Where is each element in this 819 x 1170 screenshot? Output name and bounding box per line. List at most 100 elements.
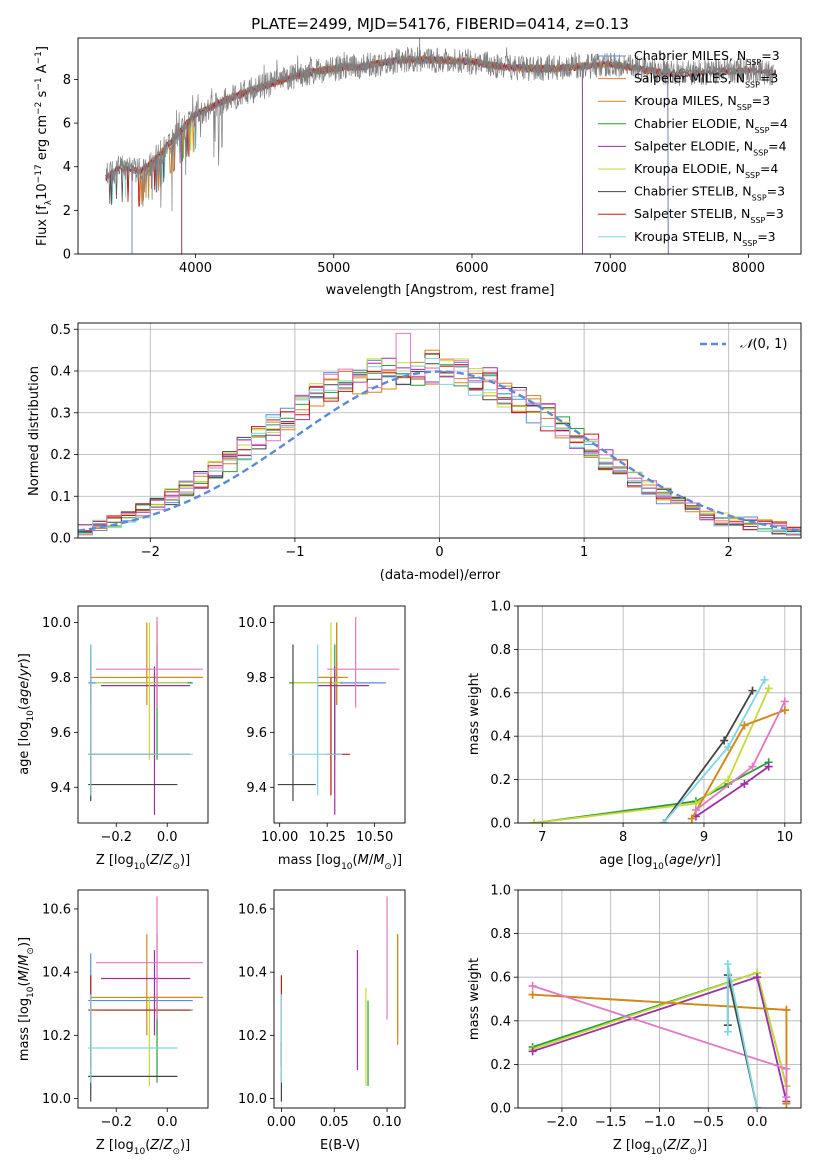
axis-label-part: )]	[392, 853, 402, 868]
x-tick-label: 0.0	[157, 1115, 178, 1130]
x-tick-label: 10.50	[356, 830, 393, 845]
axis-label-part: 10	[35, 183, 50, 200]
legend-label: Chabrier ELODIE, NSSP=4	[634, 116, 788, 135]
plot-area	[530, 675, 789, 823]
axis-label-part: 10	[651, 1147, 663, 1157]
ebv-mass-panel: 0.00 0.05 0.10 10.0 10.2 10.4 10.6	[238, 889, 406, 1130]
model-spectrum-chabrier-miles	[131, 55, 669, 254]
axis-label-part: /	[159, 853, 164, 868]
y-axis-label: mass weight	[467, 673, 482, 755]
y-tick-label: 8	[63, 73, 71, 88]
x-tick-label: −2.0	[546, 1115, 578, 1130]
y-tick-label: 10.2	[238, 1029, 267, 1044]
weight-line	[726, 963, 758, 1108]
legend-label-tail: =4	[760, 161, 778, 176]
axes-frame	[273, 889, 406, 1109]
weight-marker	[720, 736, 729, 745]
legend-label: Kroupa ELODIE, NSSP=4	[634, 161, 778, 180]
x-axis-label: wavelength [Angstrom, rest frame]	[326, 283, 555, 298]
y-tick-label: 0.6	[490, 971, 511, 986]
legend-label-text: Kroupa ELODIE, N	[634, 161, 745, 176]
weight-marker	[782, 1093, 791, 1102]
axis-label-part: yr	[697, 853, 713, 868]
legend-label-text: Salpeter ELODIE, N	[634, 138, 753, 153]
axis-label-part: /	[369, 853, 374, 868]
weight-marker	[760, 675, 769, 684]
axis-label-part: Z	[149, 1138, 160, 1153]
y-tick-label: 10.2	[42, 1029, 71, 1044]
axis-label-part: mass [log	[17, 998, 32, 1061]
legend-label-sub: SSP	[752, 193, 767, 202]
spectrum-panel: 4000 5000 6000 7000 8000 0 2 4 6 8	[63, 37, 802, 276]
axis-label-part: Flux [f	[35, 205, 50, 246]
legend-label-text: Chabrier MILES, N	[634, 48, 746, 63]
y-tick-label: 10.6	[238, 902, 267, 917]
axis-label-part: /	[693, 853, 698, 868]
axis-label-part: (	[17, 705, 32, 710]
axis-label-part: age	[669, 853, 693, 868]
axis-label-part: Z	[163, 853, 174, 868]
weight-marker	[723, 960, 732, 969]
axis-label-part: /	[17, 676, 32, 681]
y-tick-label: 0.4	[490, 1014, 511, 1029]
y-tick-label: 9.4	[50, 781, 71, 796]
axis-label-part: ⊙	[172, 1147, 180, 1157]
legend-label: Kroupa STELIB, NSSP=3	[634, 229, 776, 248]
legend-label-sub: SSP	[750, 216, 765, 225]
y-tick-label: 10.4	[238, 966, 267, 981]
axis-label: Z [log10(Z/Z⊙)]	[96, 853, 190, 872]
axis-label-part: λ	[44, 199, 54, 205]
plot-area	[105, 38, 777, 254]
z-mass-panel: −0.2 0.0 10.0 10.2 10.4 10.6	[42, 889, 209, 1130]
x-tick-label: 7	[538, 830, 546, 845]
axes-frame	[273, 605, 406, 824]
plot-area	[280, 896, 399, 1102]
weight-marker	[528, 981, 537, 990]
model-spectrum-chabrier-elodie	[181, 54, 583, 254]
legend-label-text: Chabrier ELODIE, N	[634, 116, 754, 131]
legend-label: Chabrier STELIB, NSSP=3	[634, 184, 785, 203]
axis-label-part: )]	[17, 653, 32, 663]
legend-label-text: Salpeter MILES, N	[634, 71, 745, 86]
axis-label-part: Z [log	[96, 1138, 134, 1153]
legend-label: 𝒩(0, 1)	[740, 337, 787, 352]
y-axis-label: mass weight	[467, 958, 482, 1040]
weight-marker	[780, 706, 789, 715]
axis-label-part: yr	[17, 662, 32, 678]
axis-label-part: M	[17, 955, 32, 966]
x-tick-label: 10	[777, 830, 794, 845]
y-tick-label: 0.1	[50, 490, 71, 505]
plot-area	[88, 616, 203, 815]
axis-label-part: age [log	[599, 853, 652, 868]
axis-label-part: 10	[341, 862, 353, 872]
y-tick-label: 10.0	[238, 616, 267, 631]
model-spectrum-kroupa-miles	[131, 55, 669, 254]
axis-label-part: Z	[666, 1138, 677, 1153]
y-tick-label: 2	[63, 204, 71, 219]
x-tick-label: −0.5	[693, 1115, 725, 1130]
axis-label-part: −1	[34, 77, 44, 90]
axis-label-part: (	[664, 853, 669, 868]
weight-marker	[782, 1005, 791, 1014]
axis-label-part: (	[145, 1138, 150, 1153]
axis-label-part: M	[17, 970, 32, 981]
y-tick-label: 0.5	[50, 323, 71, 338]
x-tick-label: 5000	[317, 261, 350, 276]
x-tick-label: −2	[141, 545, 160, 560]
legend-label-text: Kroupa STELIB, N	[634, 229, 742, 244]
x-tick-label: 1	[580, 545, 588, 560]
model-spectrum-kroupa-elodie	[181, 54, 583, 254]
axis-label-part: (	[353, 853, 358, 868]
x-tick-label: 0.05	[320, 1115, 349, 1130]
y-tick-label: 0.8	[490, 643, 511, 658]
axis-label-part: Z	[680, 1138, 691, 1153]
weight-marker	[528, 990, 537, 999]
y-tick-label: 0.4	[50, 365, 71, 380]
y-tick-label: 0	[63, 248, 71, 263]
y-tick-label: 0.4	[490, 730, 511, 745]
x-tick-label: 7000	[594, 261, 627, 276]
y-tick-label: 0.8	[490, 927, 511, 942]
x-tick-label: −0.2	[100, 830, 132, 845]
legend-label-tail: =4	[768, 138, 786, 153]
